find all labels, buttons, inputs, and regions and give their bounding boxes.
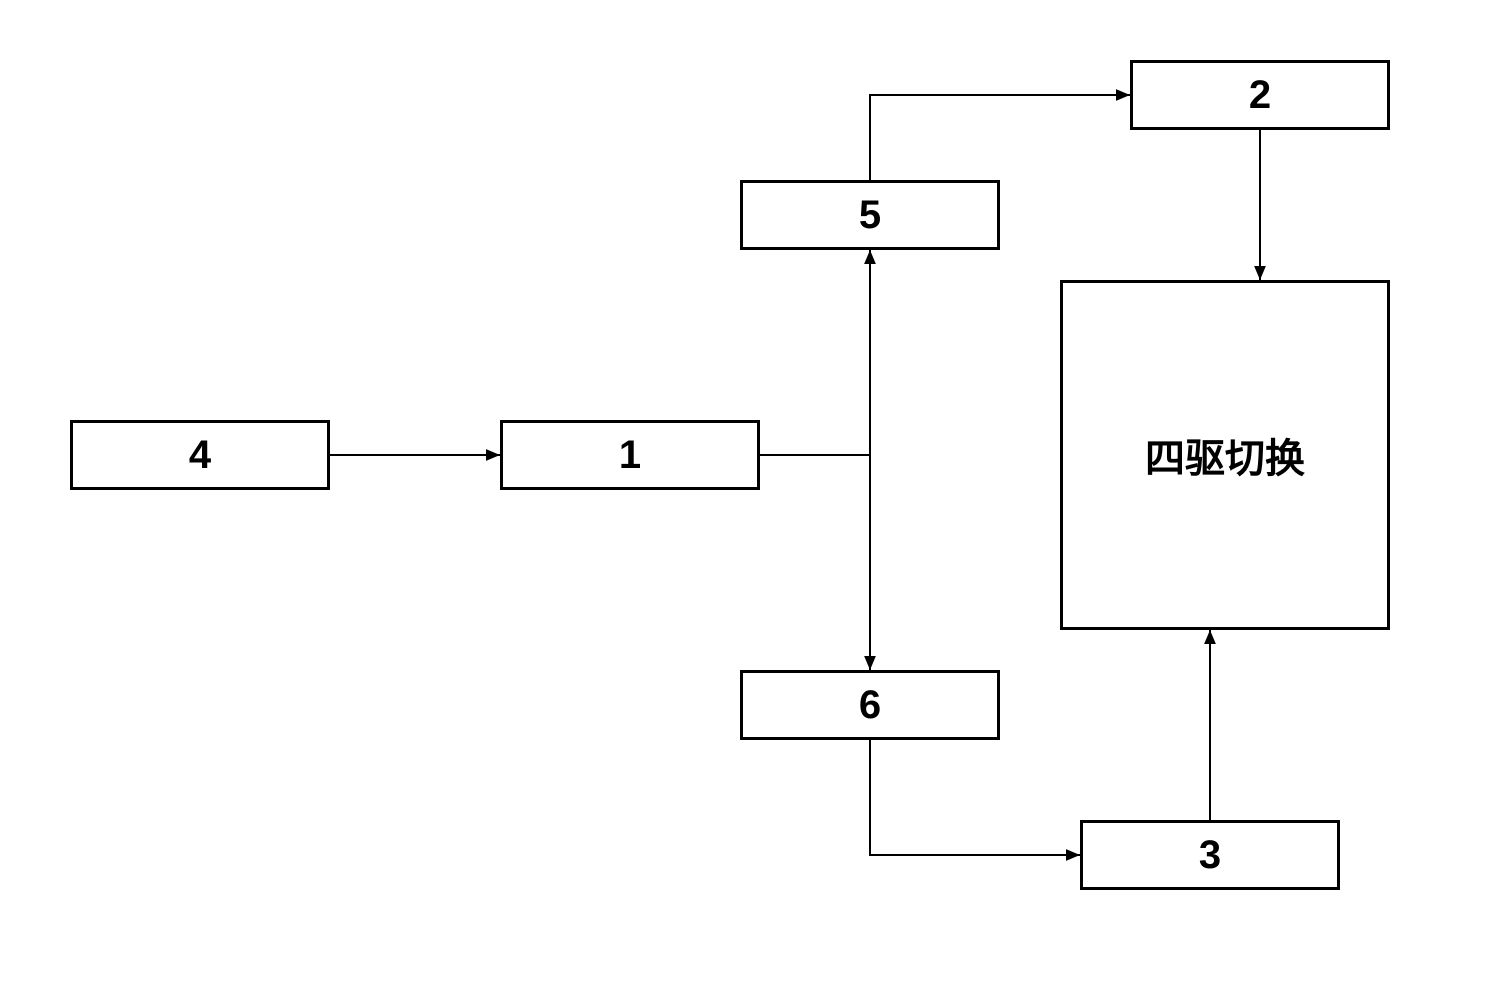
node-5-label: 5 bbox=[859, 193, 881, 238]
node-main-label: 四驱切换 bbox=[1145, 426, 1305, 484]
node-3-label: 3 bbox=[1199, 833, 1221, 878]
diagram-canvas: 4 1 5 6 2 3 四驱切换 bbox=[0, 0, 1500, 999]
node-5: 5 bbox=[740, 180, 1000, 250]
node-1: 1 bbox=[500, 420, 760, 490]
node-4: 4 bbox=[70, 420, 330, 490]
edge-e-6-3 bbox=[870, 740, 1080, 855]
edge-e-5-2 bbox=[870, 95, 1130, 180]
node-2-label: 2 bbox=[1249, 73, 1271, 118]
node-main: 四驱切换 bbox=[1060, 280, 1390, 630]
node-1-label: 1 bbox=[619, 433, 641, 478]
node-3: 3 bbox=[1080, 820, 1340, 890]
node-6-label: 6 bbox=[859, 683, 881, 728]
node-2: 2 bbox=[1130, 60, 1390, 130]
node-6: 6 bbox=[740, 670, 1000, 740]
node-4-label: 4 bbox=[189, 433, 211, 478]
